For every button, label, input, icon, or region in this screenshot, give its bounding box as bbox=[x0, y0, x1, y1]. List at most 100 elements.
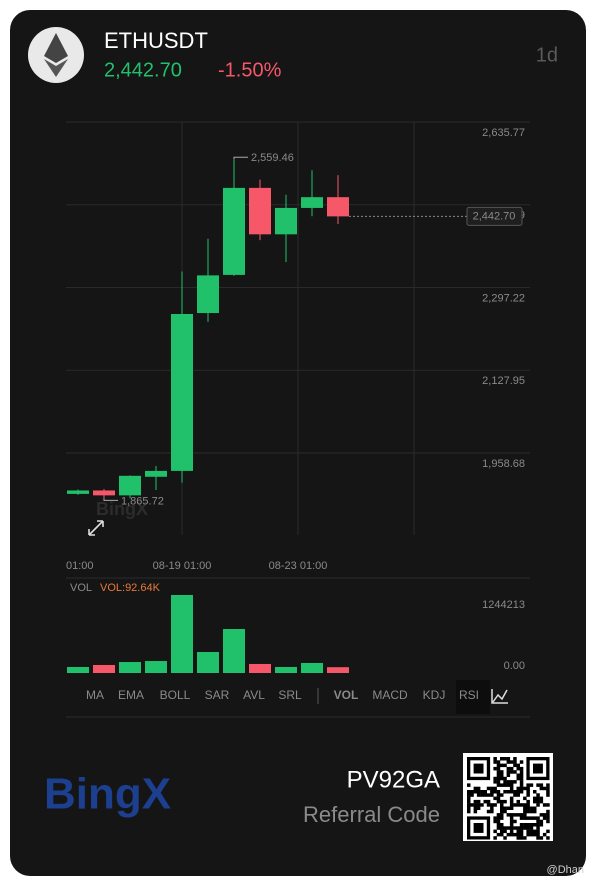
interval: 1d bbox=[536, 44, 558, 66]
qr-module bbox=[539, 783, 544, 787]
qr-finder bbox=[473, 823, 484, 833]
qr-module bbox=[506, 770, 511, 774]
qr-module bbox=[542, 816, 547, 820]
qr-module bbox=[519, 780, 524, 784]
watermark: BingX bbox=[96, 499, 148, 519]
indicator-tab[interactable]: MACD bbox=[372, 688, 408, 702]
chart-style-icon[interactable] bbox=[491, 689, 508, 704]
qr-module bbox=[546, 836, 550, 840]
qr-module bbox=[496, 799, 501, 804]
x-tick-label: 08-23 01:00 bbox=[269, 560, 328, 572]
qr-module bbox=[467, 783, 471, 787]
qr-module bbox=[493, 786, 497, 791]
qr-module bbox=[513, 813, 517, 817]
indicator-tab[interactable]: SRL bbox=[278, 688, 302, 702]
volume-label: VOL bbox=[70, 582, 92, 594]
qr-module bbox=[496, 816, 501, 820]
volume-bar bbox=[171, 595, 193, 673]
qr-module bbox=[493, 776, 497, 781]
qr-module bbox=[516, 826, 520, 830]
volume-tick-label: 1244213 bbox=[482, 599, 525, 611]
indicator-tab[interactable]: VOL bbox=[334, 688, 359, 702]
qr-module bbox=[490, 793, 494, 797]
qr-module bbox=[519, 836, 524, 840]
qr-module bbox=[493, 803, 497, 807]
qr-module bbox=[500, 826, 504, 830]
qr-module bbox=[503, 809, 507, 814]
indicator-tab[interactable]: AVL bbox=[243, 688, 265, 702]
qr-module bbox=[533, 806, 537, 810]
qr-module bbox=[509, 799, 514, 804]
volume-bar bbox=[223, 628, 245, 673]
qr-module bbox=[503, 757, 507, 761]
indicator-tab[interactable]: KDJ bbox=[423, 688, 446, 702]
qr-module bbox=[519, 826, 524, 830]
qr-module bbox=[506, 783, 511, 787]
indicator-tab[interactable]: SAR bbox=[205, 688, 230, 702]
symbol: ETHUSDT bbox=[104, 28, 208, 53]
qr-module bbox=[500, 799, 504, 804]
qr-module bbox=[519, 776, 524, 781]
qr-module bbox=[473, 799, 478, 804]
qr-module bbox=[539, 823, 544, 827]
qr-module bbox=[533, 816, 537, 820]
qr-module bbox=[506, 806, 511, 810]
qr-module bbox=[536, 832, 540, 837]
qr-module bbox=[533, 809, 537, 814]
qr-module bbox=[473, 803, 478, 807]
qr-module bbox=[500, 757, 504, 761]
qr-module bbox=[519, 803, 524, 807]
indicator-tab[interactable]: EMA bbox=[118, 688, 144, 702]
expand-icon[interactable] bbox=[88, 520, 104, 536]
qr-module bbox=[493, 829, 497, 834]
qr-module bbox=[539, 813, 544, 817]
candle-body bbox=[119, 475, 141, 496]
qr-module bbox=[529, 809, 534, 814]
candle-body bbox=[301, 197, 323, 208]
indicator-tab[interactable]: MA bbox=[86, 688, 104, 702]
volume-bar bbox=[301, 662, 323, 673]
qr-module bbox=[506, 760, 511, 764]
qr-module bbox=[526, 806, 530, 810]
qr-module bbox=[500, 793, 504, 797]
qr-module bbox=[506, 832, 511, 837]
qr-module bbox=[509, 806, 514, 810]
qr-module bbox=[542, 803, 547, 807]
qr-module bbox=[467, 809, 471, 814]
qr-module bbox=[493, 780, 497, 784]
qr-module bbox=[516, 803, 520, 807]
qr-module bbox=[467, 796, 471, 801]
qr-module bbox=[513, 793, 517, 797]
qr-module bbox=[496, 793, 501, 797]
qr-module bbox=[533, 796, 537, 801]
qr-module bbox=[546, 816, 550, 820]
qr-module bbox=[536, 823, 540, 827]
qr-module bbox=[500, 783, 504, 787]
indicator-tab[interactable]: BOLL bbox=[160, 688, 191, 702]
qr-module bbox=[519, 823, 524, 827]
qr-module bbox=[529, 816, 534, 820]
qr-module bbox=[546, 790, 550, 794]
qr-module bbox=[467, 799, 471, 804]
indicator-tab[interactable]: RSI bbox=[459, 688, 479, 702]
qr-module bbox=[476, 793, 481, 797]
qr-module bbox=[496, 760, 501, 764]
qr-module bbox=[509, 823, 514, 827]
qr-module bbox=[546, 803, 550, 807]
y-tick-label: 2,297.22 bbox=[482, 292, 525, 304]
qr-module bbox=[529, 806, 534, 810]
qr-module bbox=[542, 813, 547, 817]
qr-module bbox=[500, 823, 504, 827]
qr-module bbox=[493, 819, 497, 824]
candle-body bbox=[93, 490, 115, 496]
qr-module bbox=[503, 780, 507, 784]
qr-module bbox=[516, 813, 520, 817]
qr-module bbox=[490, 809, 494, 814]
qr-module bbox=[500, 813, 504, 817]
qr-module bbox=[500, 829, 504, 834]
qr-module bbox=[486, 793, 491, 797]
qr-module bbox=[533, 832, 537, 837]
qr-module bbox=[506, 766, 511, 771]
